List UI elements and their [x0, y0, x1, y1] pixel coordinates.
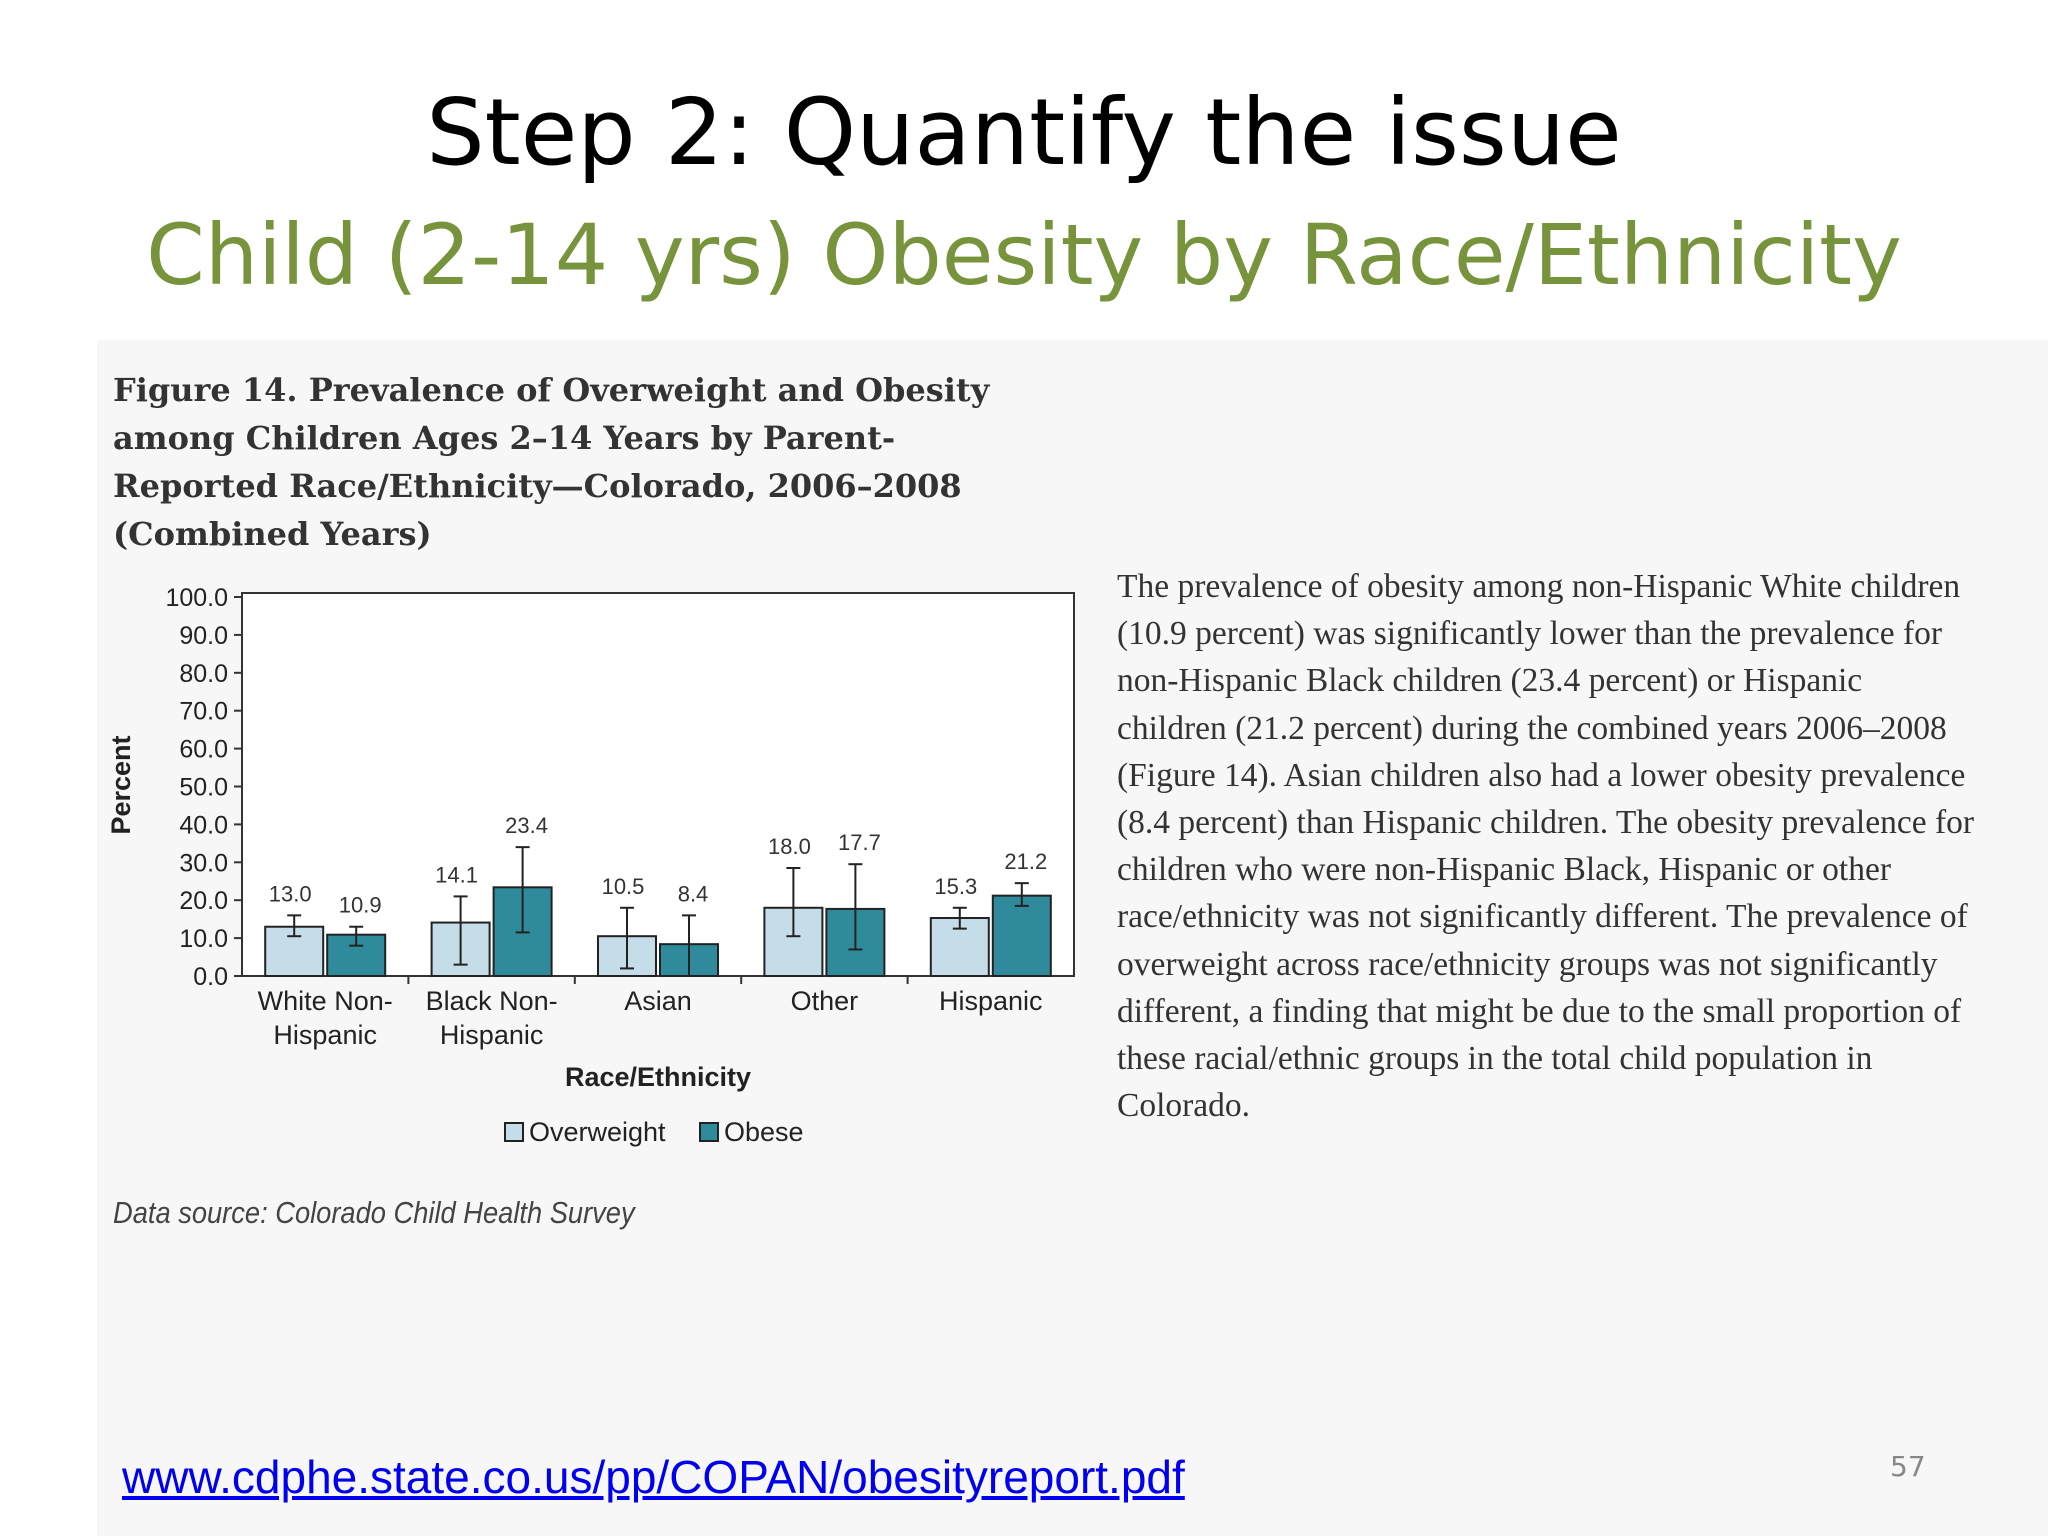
value-label: 10.9 — [339, 893, 382, 918]
value-labels: 13.0 10.9 14.1 23.4 10.5 8.4 18.0 17.7 15.3 21.2 — [269, 813, 1047, 918]
category-label: Hispanic — [273, 1020, 377, 1050]
y-axis-ticks: 0.0 10.0 20.0 30.0 40.0 50.0 60.0 70.0 80.0 90.0 1… — [165, 584, 909, 991]
legend-label-overweight: Overweight — [529, 1117, 666, 1147]
bar-chart: 0.0 10.0 20.0 30.0 40.0 50.0 60.0 70.0 80.0 90.0 1… — [106, 584, 1075, 1147]
y-tick-label: 10.0 — [179, 925, 228, 953]
value-label: 15.3 — [934, 874, 977, 899]
y-tick-label: 60.0 — [179, 736, 228, 764]
source-link[interactable]: www.cdphe.state.co.us/pp/COPAN/obesityre… — [122, 1451, 1185, 1503]
value-label: 14.1 — [435, 862, 478, 887]
category-labels: White Non- Hispanic Black Non- Hispanic Asia… — [258, 986, 1043, 1050]
y-tick-label: 30.0 — [179, 849, 228, 877]
value-label: 8.4 — [678, 881, 709, 906]
category-label: Asian — [624, 986, 692, 1016]
category-label: Hispanic — [939, 986, 1043, 1016]
slide-subtitle: Child (2-14 yrs) Obesity by Race/Ethnici… — [146, 206, 1902, 304]
category-label: Black Non- — [426, 986, 558, 1016]
y-tick-label: 90.0 — [179, 622, 228, 650]
value-label: 17.7 — [838, 830, 881, 855]
category-label: Hispanic — [440, 1020, 544, 1050]
x-axis-label: Race/Ethnicity — [565, 1062, 751, 1092]
y-tick-label: 100.0 — [165, 584, 228, 612]
legend-swatch-overweight — [504, 1122, 524, 1142]
value-label: 18.0 — [768, 834, 811, 859]
data-source-note: Data source: Colorado Child Health Surve… — [113, 1195, 635, 1230]
y-tick-label: 20.0 — [179, 887, 228, 915]
y-tick-label: 40.0 — [179, 811, 228, 839]
description-text: The prevalence of obesity among non-Hisp… — [1117, 568, 1975, 1125]
figure-caption: Figure 14. Prevalence of Overweight and … — [113, 371, 990, 553]
y-tick-label: 80.0 — [179, 660, 228, 688]
slide-title: Step 2: Quantify the issue — [426, 79, 1622, 186]
legend-swatch-obese — [699, 1122, 719, 1142]
y-tick-label: 0.0 — [193, 963, 228, 991]
y-tick-label: 70.0 — [179, 698, 228, 726]
slide-number: 57 — [1890, 1450, 1926, 1483]
legend-label-obese: Obese — [724, 1117, 804, 1147]
legend: Overweight Obese — [504, 1117, 804, 1147]
plot-frame — [241, 592, 1075, 977]
bar-obese — [991, 894, 1052, 978]
value-label: 21.2 — [1004, 849, 1047, 874]
y-axis-label: Percent — [106, 735, 136, 834]
error-bars — [287, 846, 1029, 977]
value-label: 13.0 — [269, 881, 312, 906]
category-label: White Non- — [258, 986, 393, 1016]
value-label: 23.4 — [505, 813, 548, 838]
y-tick-label: 50.0 — [179, 774, 228, 802]
value-label: 10.5 — [602, 874, 645, 899]
category-label: Other — [791, 986, 859, 1016]
